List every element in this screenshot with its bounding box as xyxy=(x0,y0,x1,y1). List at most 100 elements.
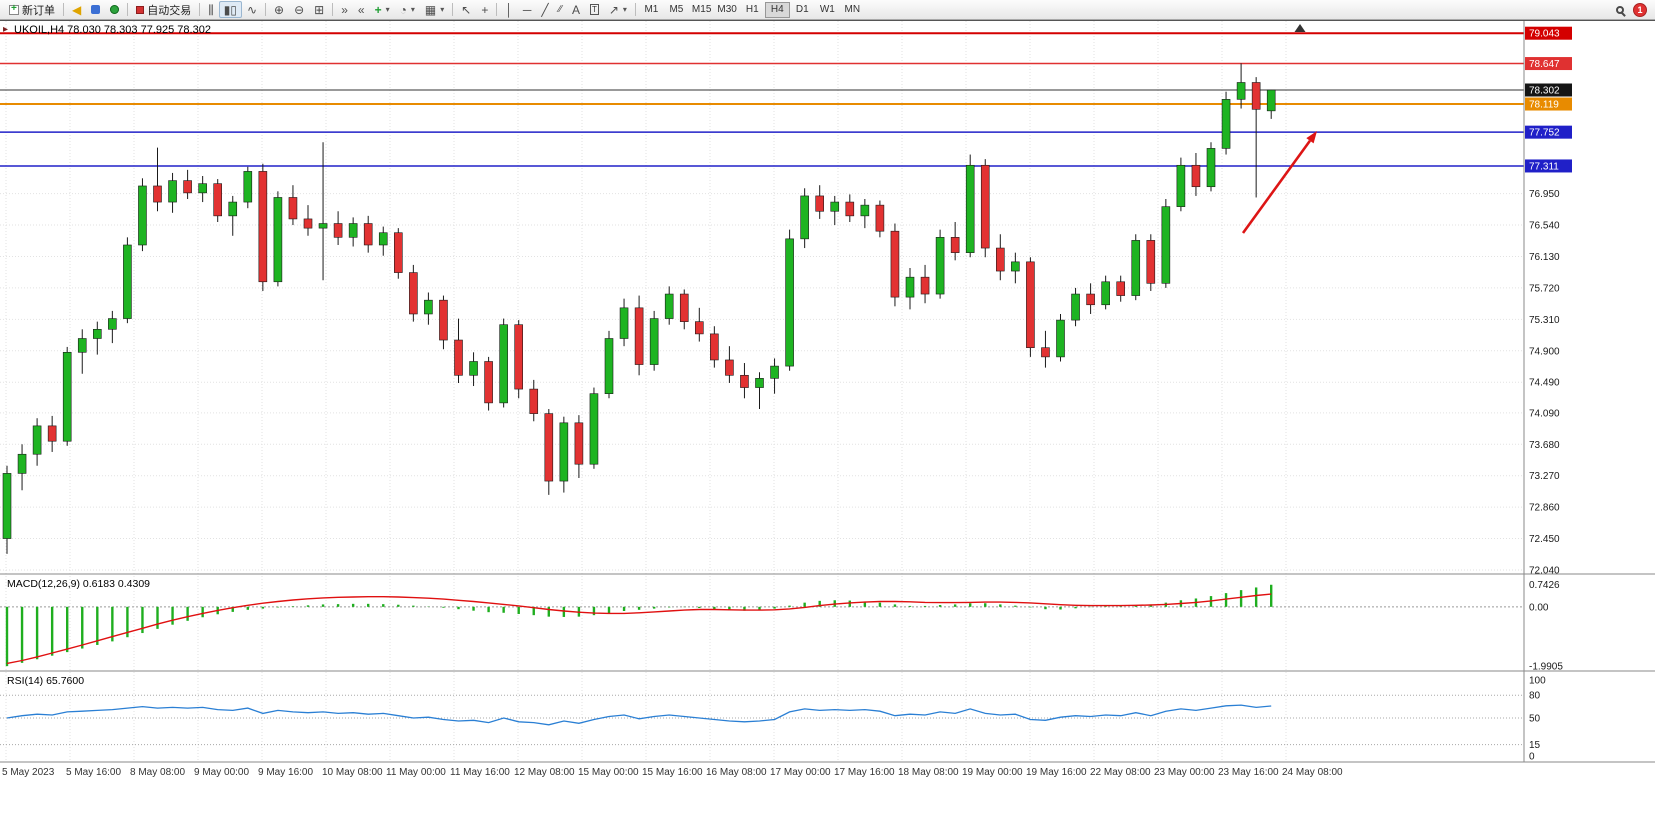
chart-canvas[interactable]: 76.950 76.540 76.130 75.720 75.310 74.900 74.4… xyxy=(0,20,1655,827)
alerts-button[interactable]: ◀ xyxy=(67,1,86,18)
chevron-down-icon: ▾ xyxy=(622,5,627,14)
chart-shift-button[interactable]: « xyxy=(353,1,370,18)
line-chart-icon: ∿ xyxy=(246,2,258,17)
chevron-down-icon: ▾ xyxy=(410,5,415,14)
svg-text:74.900: 74.900 xyxy=(1529,346,1560,357)
svg-text:0.7426: 0.7426 xyxy=(1529,580,1560,591)
timeframe-m30[interactable]: M30 xyxy=(714,2,739,18)
svg-text:18 May 08:00: 18 May 08:00 xyxy=(898,767,959,778)
new-order-button[interactable]: 新订单 xyxy=(4,1,60,18)
tile-windows-button[interactable]: ⊞ xyxy=(309,1,329,18)
cursor-button[interactable]: ↖ xyxy=(456,1,476,18)
timeframe-m5[interactable]: M5 xyxy=(664,2,689,18)
macd-label: MACD(12,26,9) 0.6183 0.4309 xyxy=(7,578,151,590)
horizontal-line-icon: ─ xyxy=(522,2,532,17)
svg-text:74.490: 74.490 xyxy=(1529,378,1560,389)
svg-text:15 May 16:00: 15 May 16:00 xyxy=(642,767,703,778)
text-label-icon: T xyxy=(589,4,599,15)
trendline-tool[interactable]: ╱ xyxy=(536,1,553,18)
timeframe-w1[interactable]: W1 xyxy=(815,2,840,18)
text-icon: A xyxy=(571,2,580,17)
svg-text:76.950: 76.950 xyxy=(1529,189,1560,200)
zoom-out-button[interactable]: ⊖ xyxy=(289,1,309,18)
svg-text:78.647: 78.647 xyxy=(1529,59,1560,70)
svg-text:75.310: 75.310 xyxy=(1529,315,1560,326)
svg-text:77.311: 77.311 xyxy=(1529,161,1559,172)
svg-text:5 May 2023: 5 May 2023 xyxy=(2,767,55,778)
chart-title: UKOIL,H4 78.030 78.303 77.925 78.302 xyxy=(14,24,211,36)
svg-text:72.860: 72.860 xyxy=(1529,503,1560,514)
timeframe-m1[interactable]: M1 xyxy=(639,2,664,18)
candlestick-chart-button[interactable]: ▮▯ xyxy=(218,1,242,18)
toolbar: 新订单 ◀ 自动交易 ⫼ ▮▯ ∿ ⊕ ⊖ ⊞ » « +▾ ◔▾ ▦▾ ↖ +… xyxy=(0,0,1655,20)
timeframe-h1[interactable]: H1 xyxy=(740,2,765,18)
zoom-in-button[interactable]: ⊕ xyxy=(269,1,289,18)
svg-text:15: 15 xyxy=(1529,740,1541,751)
templates-button[interactable]: ▦ ▾ xyxy=(420,1,449,18)
time-axis[interactable]: 5 May 2023 5 May 16:00 8 May 08:00 9 May 00… xyxy=(2,767,1343,778)
chevron-down-icon: ▾ xyxy=(440,5,445,14)
svg-text:100: 100 xyxy=(1529,676,1546,687)
svg-text:0: 0 xyxy=(1529,752,1535,763)
price-badge xyxy=(1525,97,1572,111)
one-click-trading-toggle[interactable]: ▸ xyxy=(3,24,9,35)
horizontal-line-tool[interactable]: ─ xyxy=(518,1,537,18)
navigator-button[interactable] xyxy=(105,1,124,18)
chevron-down-icon: ▾ xyxy=(385,5,390,14)
svg-text:78.302: 78.302 xyxy=(1529,86,1560,97)
svg-text:15 May 00:00: 15 May 00:00 xyxy=(578,767,639,778)
chart-shift-icon: « xyxy=(357,2,365,17)
auto-scroll-button[interactable]: » xyxy=(336,1,353,18)
autotrading-button[interactable]: 自动交易 xyxy=(131,1,196,18)
indicators-button[interactable]: + ▾ xyxy=(370,1,395,18)
svg-text:73.270: 73.270 xyxy=(1529,471,1560,482)
svg-text:5 May 16:00: 5 May 16:00 xyxy=(66,767,121,778)
price-badge xyxy=(1525,26,1572,40)
annotation-arrow[interactable] xyxy=(1241,131,1317,234)
svg-text:76.540: 76.540 xyxy=(1529,221,1560,232)
megaphone-icon: ◀ xyxy=(72,2,82,17)
timeframe-d1[interactable]: D1 xyxy=(790,2,815,18)
arrows-tool[interactable]: ↗ ▾ xyxy=(604,1,632,18)
separator xyxy=(265,3,267,16)
separator xyxy=(332,3,334,16)
rsi-pane xyxy=(6,704,1272,726)
price-badge xyxy=(1525,83,1572,97)
market-watch-button[interactable] xyxy=(86,1,105,18)
globe-icon xyxy=(110,5,120,14)
chart-shift-marker[interactable] xyxy=(1294,24,1306,32)
price-badge xyxy=(1525,159,1572,173)
candlestick-icon: ▮▯ xyxy=(223,2,237,17)
horizontal-line-objects[interactable] xyxy=(0,32,1524,167)
line-chart-button[interactable]: ∿ xyxy=(242,1,262,18)
bar-chart-icon: ⫼ xyxy=(208,2,214,17)
crosshair-button[interactable]: + xyxy=(476,1,493,18)
bar-chart-button[interactable]: ⫼ xyxy=(203,1,219,18)
svg-text:72.450: 72.450 xyxy=(1529,534,1560,545)
pane-separators[interactable] xyxy=(0,20,1655,763)
timeframe-mn[interactable]: MN xyxy=(840,2,865,18)
channel-tool[interactable]: ∕∕ xyxy=(554,1,567,18)
price-axis[interactable]: 76.950 76.540 76.130 75.720 75.310 74.900 74.4… xyxy=(1525,26,1572,577)
separator xyxy=(63,3,64,16)
svg-text:22 May 08:00: 22 May 08:00 xyxy=(1090,767,1151,778)
separator xyxy=(199,3,201,16)
svg-text:11 May 16:00: 11 May 16:00 xyxy=(450,767,510,778)
vertical-line-tool[interactable]: │ xyxy=(500,1,518,18)
text-label-tool[interactable]: T xyxy=(585,1,604,18)
svg-text:16 May 08:00: 16 May 08:00 xyxy=(706,767,767,778)
svg-text:-1.9905: -1.9905 xyxy=(1529,662,1563,673)
text-tool[interactable]: A xyxy=(567,1,585,18)
autotrading-label: 自动交易 xyxy=(147,4,192,17)
svg-text:80: 80 xyxy=(1529,691,1541,702)
timeframe-h4[interactable]: H4 xyxy=(764,1,790,18)
market-watch-icon xyxy=(91,5,101,14)
svg-text:78.119: 78.119 xyxy=(1529,100,1559,111)
svg-text:73.680: 73.680 xyxy=(1529,440,1560,451)
periods-button[interactable]: ◔ ▾ xyxy=(395,1,420,18)
timeframe-m15[interactable]: M15 xyxy=(689,2,714,18)
svg-text:72.040: 72.040 xyxy=(1529,565,1560,576)
notification-badge[interactable]: 1 xyxy=(1633,2,1647,17)
search-button[interactable] xyxy=(1611,1,1629,18)
svg-text:79.043: 79.043 xyxy=(1529,29,1560,40)
